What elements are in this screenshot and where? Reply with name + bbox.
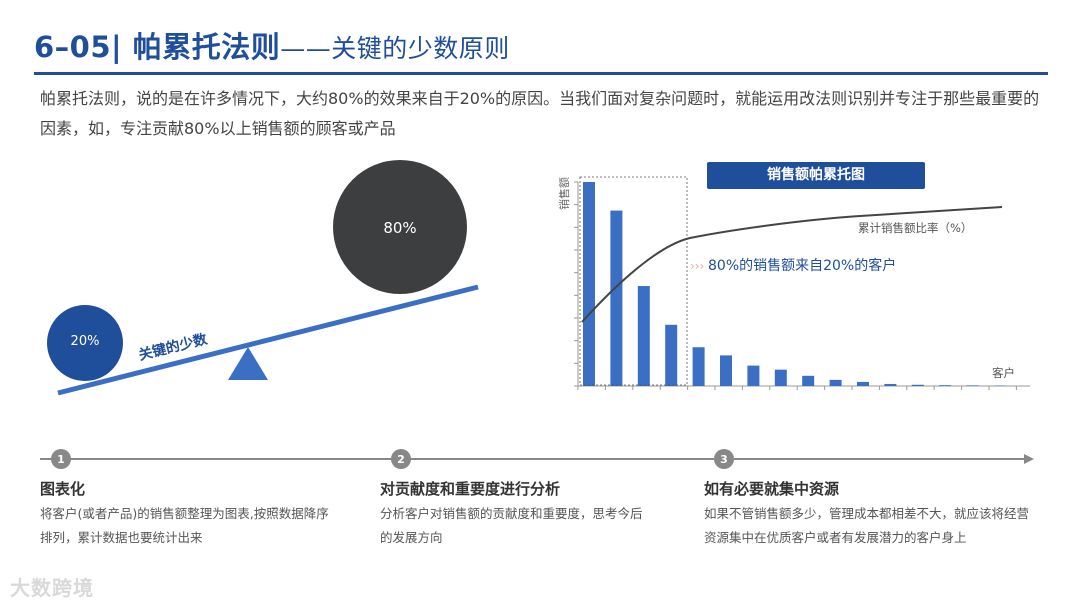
pareto-chart: 销售额 累计销售额比率（%） ››› 80%的销售额来自20%的客户 客户 [557,176,1030,390]
title-underline [34,72,1048,75]
step-number-2: 2 [397,453,405,466]
bar-6 [720,355,732,386]
y-axis-label: 销售额 [557,177,571,210]
bar-13 [911,384,924,386]
logo-text: 大数跨境 [10,576,94,600]
timeline: 1 2 3 [40,449,1034,469]
highlight-arrows: ››› [690,259,704,273]
step-2-title: 对贡献度和重要度进行分析 [380,480,561,498]
intro-paragraph: 帕累托法则，说的是在许多情况下，大约80%的效果来自于20%的原因。当我们面对复… [40,89,1040,138]
bar-14 [939,385,952,386]
big-circle-label: 80% [383,219,416,237]
bar-11 [857,381,869,386]
highlight-label: 80%的销售额来自20%的客户 [708,257,896,274]
brand-logo: 大数跨境 [10,572,94,601]
bar-12 [884,383,897,386]
step-3-title: 如有必要就集中资源 [704,480,840,498]
section-number: 6–05| [34,30,123,64]
y-ticks [574,181,578,387]
page-title: 6–05| 帕累托法则——关键的少数原则 [34,24,510,66]
bars [583,182,1006,386]
bar-7 [747,365,760,386]
step-number-3: 3 [720,453,728,466]
seesaw-illustration: 80% 20% 关键的少数 [47,160,479,396]
bar-1 [583,182,595,386]
bar-8 [774,369,787,386]
timeline-arrow-icon [1024,454,1034,464]
seesaw-fulcrum [228,347,268,380]
bar-2 [610,210,623,386]
small-circle-label: 20% [71,334,100,349]
step-marker-3 [714,449,734,469]
title-dash: —— [280,34,332,63]
curve-label: 累计销售额比率（%） [858,221,972,235]
step-marker-2 [391,449,411,469]
bar-15 [966,385,979,386]
top20-highlight-box [579,176,688,386]
step-marker-1 [51,449,71,469]
step-1-desc: 将客户(或者产品)的销售额整理为图表,按照数据降序排列，累计数据也要统计出来 [40,506,329,545]
title-main: 帕累托法则 [132,30,281,64]
step-number-1: 1 [57,453,65,466]
bar-3 [637,286,650,386]
x-ticks [577,386,1017,390]
seesaw-beam [57,284,479,396]
bar-9 [802,375,815,386]
chart-title-box: 销售额帕累托图 [707,162,925,189]
bar-10 [829,379,842,386]
x-axis-label: 客户 [992,366,1015,380]
step-2-desc: 分析客户对销售额的贡献度和重要度，思考今后的发展方向 [380,506,643,545]
title-subtitle: 关键的少数原则 [331,34,510,63]
step-3-desc: 如果不管销售额多少，管理成本都相差不大，就应该将经营资源集中在优质客户或者有发展… [704,506,1030,545]
big-circle [333,160,467,294]
bar-4 [665,324,678,386]
cumulative-curve [581,206,1003,323]
step-1-title: 图表化 [40,480,86,498]
bar-5 [692,347,705,386]
small-circle [47,305,123,381]
